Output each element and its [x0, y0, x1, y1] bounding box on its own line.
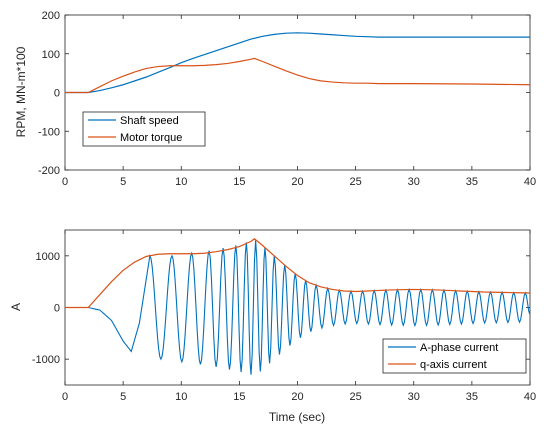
top-y-axis-label: RPM, MN-m*100 [14, 46, 28, 137]
x-tick-label: 0 [62, 176, 68, 188]
bottom-series [65, 238, 531, 375]
series-line-a-phase-current [65, 240, 531, 375]
y-tick-label: -200 [38, 165, 60, 177]
x-tick-label: 35 [466, 176, 478, 188]
y-tick-label: 1000 [36, 251, 60, 263]
x-tick-label: 30 [408, 391, 420, 403]
top-legend: Shaft speed Motor torque [82, 111, 206, 147]
legend-label-motor-torque: Motor torque [120, 132, 182, 144]
bottom-x-axis-label: Time (sec) [269, 410, 325, 424]
x-tick-label: 20 [291, 391, 303, 403]
bottom-y-axis-label: A [9, 303, 23, 311]
top-legend-box [82, 111, 206, 147]
x-tick-label: 30 [408, 176, 420, 188]
x-tick-label: 40 [524, 176, 536, 188]
legend-label-a-phase-current: A-phase current [420, 342, 498, 354]
bottom-legend: A-phase current q-axis current [382, 338, 527, 374]
y-tick-label: -100 [38, 126, 60, 138]
x-tick-label: 25 [350, 391, 362, 403]
y-tick-label: 100 [42, 49, 60, 61]
x-tick-label: 5 [120, 391, 126, 403]
top-axis-ticks: 0 5 10 15 20 25 30 35 40 -200 -100 0 100 200 [38, 10, 536, 188]
x-tick-label: 35 [466, 391, 478, 403]
y-tick-label: -1000 [32, 354, 60, 366]
legend-label-shaft-speed: Shaft speed [120, 115, 179, 127]
y-tick-label: 0 [54, 88, 60, 100]
x-tick-label: 25 [350, 176, 362, 188]
x-tick-label: 5 [120, 176, 126, 188]
series-line-q-axis-current [65, 238, 531, 309]
y-tick-label: 0 [54, 303, 60, 315]
y-tick-label: 200 [42, 10, 60, 22]
top-panel: 0 5 10 15 20 25 30 35 40 -200 -100 0 100 200 RPM, MN-… [14, 10, 536, 188]
bottom-axis-ticks: 0 5 10 15 20 25 30 35 40 -1000 0 1000 [32, 230, 536, 403]
top-series [65, 32, 531, 94]
bottom-legend-box [382, 338, 527, 374]
x-tick-label: 20 [291, 176, 303, 188]
x-tick-label: 40 [524, 391, 536, 403]
series-line-motor-torque [65, 57, 531, 94]
x-tick-label: 10 [175, 176, 187, 188]
top-plot-frame [64, 14, 531, 171]
x-tick-label: 0 [62, 391, 68, 403]
series-line-shaft-speed [65, 32, 530, 94]
x-tick-label: 10 [175, 391, 187, 403]
x-tick-label: 15 [233, 391, 245, 403]
x-tick-label: 15 [233, 176, 245, 188]
legend-label-q-axis-current: q-axis current [420, 359, 487, 371]
